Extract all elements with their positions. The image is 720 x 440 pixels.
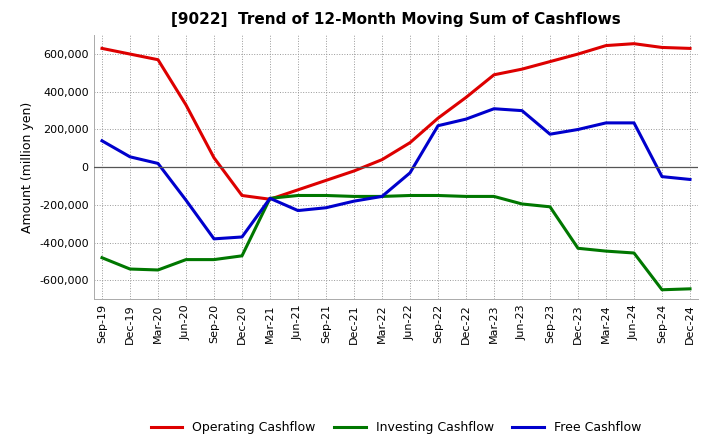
Operating Cashflow: [602, 43, 611, 48]
Free Cashflow: [322, 205, 330, 210]
Free Cashflow: [462, 117, 470, 122]
Investing Cashflow: [546, 204, 554, 209]
Free Cashflow: [685, 177, 694, 182]
Free Cashflow: [574, 127, 582, 132]
Free Cashflow: [657, 174, 666, 179]
Free Cashflow: [630, 120, 639, 125]
Operating Cashflow: [153, 57, 162, 62]
Free Cashflow: [405, 170, 414, 176]
Free Cashflow: [238, 235, 246, 240]
Free Cashflow: [518, 108, 526, 113]
Operating Cashflow: [630, 41, 639, 46]
Legend: Operating Cashflow, Investing Cashflow, Free Cashflow: Operating Cashflow, Investing Cashflow, …: [146, 416, 646, 439]
Operating Cashflow: [518, 66, 526, 72]
Line: Free Cashflow: Free Cashflow: [102, 109, 690, 239]
Operating Cashflow: [433, 116, 442, 121]
Investing Cashflow: [322, 193, 330, 198]
Operating Cashflow: [490, 72, 498, 77]
Operating Cashflow: [294, 187, 302, 192]
Investing Cashflow: [490, 194, 498, 199]
Investing Cashflow: [630, 250, 639, 256]
Line: Operating Cashflow: Operating Cashflow: [102, 44, 690, 199]
Free Cashflow: [153, 161, 162, 166]
Operating Cashflow: [126, 51, 135, 57]
Operating Cashflow: [210, 155, 218, 161]
Free Cashflow: [181, 198, 190, 203]
Free Cashflow: [602, 120, 611, 125]
Investing Cashflow: [602, 249, 611, 254]
Free Cashflow: [210, 236, 218, 242]
Investing Cashflow: [462, 194, 470, 199]
Investing Cashflow: [433, 193, 442, 198]
Operating Cashflow: [350, 169, 359, 174]
Free Cashflow: [433, 123, 442, 128]
Investing Cashflow: [181, 257, 190, 262]
Investing Cashflow: [685, 286, 694, 291]
Free Cashflow: [294, 208, 302, 213]
Investing Cashflow: [266, 196, 274, 201]
Free Cashflow: [378, 194, 387, 199]
Free Cashflow: [126, 154, 135, 159]
Free Cashflow: [266, 196, 274, 201]
Operating Cashflow: [574, 51, 582, 57]
Operating Cashflow: [546, 59, 554, 64]
Operating Cashflow: [657, 45, 666, 50]
Operating Cashflow: [98, 46, 107, 51]
Free Cashflow: [490, 106, 498, 111]
Investing Cashflow: [126, 266, 135, 271]
Free Cashflow: [350, 198, 359, 204]
Investing Cashflow: [350, 194, 359, 199]
Investing Cashflow: [378, 194, 387, 199]
Investing Cashflow: [210, 257, 218, 262]
Investing Cashflow: [657, 287, 666, 293]
Investing Cashflow: [153, 268, 162, 273]
Operating Cashflow: [378, 157, 387, 162]
Investing Cashflow: [294, 193, 302, 198]
Operating Cashflow: [685, 46, 694, 51]
Y-axis label: Amount (million yen): Amount (million yen): [21, 102, 34, 233]
Operating Cashflow: [322, 178, 330, 183]
Operating Cashflow: [266, 197, 274, 202]
Operating Cashflow: [405, 140, 414, 145]
Title: [9022]  Trend of 12-Month Moving Sum of Cashflows: [9022] Trend of 12-Month Moving Sum of C…: [171, 12, 621, 27]
Investing Cashflow: [574, 246, 582, 251]
Line: Investing Cashflow: Investing Cashflow: [102, 195, 690, 290]
Free Cashflow: [98, 138, 107, 143]
Investing Cashflow: [405, 193, 414, 198]
Investing Cashflow: [518, 202, 526, 207]
Investing Cashflow: [238, 253, 246, 258]
Investing Cashflow: [98, 255, 107, 260]
Operating Cashflow: [238, 193, 246, 198]
Operating Cashflow: [462, 95, 470, 100]
Operating Cashflow: [181, 103, 190, 108]
Free Cashflow: [546, 132, 554, 137]
